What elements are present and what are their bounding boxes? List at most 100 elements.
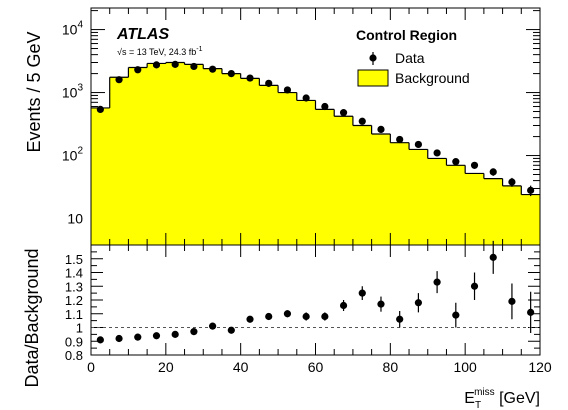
ratio-x-ticks: 0 20 40 60 80 100 120 xyxy=(87,245,552,375)
x-tick-label: 100 xyxy=(453,359,477,375)
data-point xyxy=(171,60,179,68)
ratio-point xyxy=(508,297,516,305)
ratio-point xyxy=(433,278,441,286)
x-tick-label: 20 xyxy=(158,359,174,375)
x-axis-title-base: E xyxy=(464,390,475,407)
x-tick-label: 0 xyxy=(87,359,95,375)
ratio-point xyxy=(283,310,292,318)
ratio-y-ticks: 0.80.911.11.21.31.41.5 xyxy=(65,244,540,363)
ratio-point xyxy=(489,253,497,261)
data-point xyxy=(321,102,329,111)
sqrt-s-label: √s = 13 TeV, 24.3 fb-1 xyxy=(117,46,203,57)
ratio-y-tick-label: 1 xyxy=(76,321,83,336)
upper-y-tick-label-exponent: 2 xyxy=(77,146,83,157)
ratio-point xyxy=(152,332,161,340)
upper-y-tick-label: 104 xyxy=(62,20,84,38)
legend-data-label: Data xyxy=(395,50,425,66)
data-point xyxy=(134,66,142,74)
ratio-point xyxy=(209,322,217,330)
ratio-point xyxy=(190,328,198,336)
data-point xyxy=(246,74,254,82)
ratio-y-tick-label: 1.4 xyxy=(65,266,83,281)
ratio-y-axis-title: Data/Background xyxy=(22,248,42,387)
data-point xyxy=(414,140,422,149)
ratio-points xyxy=(96,240,535,344)
legend-background-label: Background xyxy=(395,70,470,86)
ratio-point xyxy=(414,299,422,307)
upper-y-tick-label: 102 xyxy=(62,146,84,164)
upper-y-axis-title: Events / 5 GeV xyxy=(24,31,44,152)
ratio-point xyxy=(115,334,123,343)
x-axis-title: ETmiss [GeV] xyxy=(464,387,540,410)
x-tick-label: 60 xyxy=(308,359,324,375)
data-point xyxy=(489,168,497,176)
ratio-point xyxy=(134,333,142,341)
ratio-point xyxy=(171,330,179,338)
ratio-y-tick-label: 0.8 xyxy=(65,348,83,363)
ratio-y-tick-label: 1.3 xyxy=(65,279,83,294)
ratio-point xyxy=(377,300,385,308)
ratio-y-tick-label: 0.9 xyxy=(65,334,83,349)
background-fill xyxy=(91,62,540,245)
upper-y-tick-label: 10 xyxy=(67,211,83,227)
data-point xyxy=(96,105,104,114)
upper-y-tick-label-base: 10 xyxy=(62,85,78,101)
x-tick-label: 40 xyxy=(233,359,249,375)
x-axis-title-unit: [GeV] xyxy=(495,390,540,407)
ratio-point xyxy=(527,308,535,316)
data-point xyxy=(470,161,479,169)
upper-y-tick-label-base: 10 xyxy=(62,148,78,164)
data-point xyxy=(190,62,198,71)
data-point xyxy=(452,158,460,166)
data-points-upper xyxy=(96,60,535,197)
ratio-plot-frame-bg xyxy=(91,245,540,355)
data-point xyxy=(358,117,366,125)
x-tick-label: 120 xyxy=(528,359,552,375)
ratio-point xyxy=(302,312,310,321)
x-axis-title-sub: T xyxy=(475,400,481,410)
legend-data-marker xyxy=(369,54,377,62)
legend: Control Region Data Background xyxy=(356,27,470,87)
data-point xyxy=(302,94,310,102)
data-point xyxy=(227,69,235,78)
data-point xyxy=(265,79,273,87)
ratio-point xyxy=(396,315,404,323)
legend-background-swatch xyxy=(357,69,389,87)
data-point xyxy=(377,125,385,134)
data-point xyxy=(508,178,516,186)
sqrt-s-text: √s = 13 TeV, 24.3 fb xyxy=(117,47,196,57)
x-tick-label: 80 xyxy=(383,359,399,375)
ratio-y-tick-label: 1.2 xyxy=(65,293,83,308)
ratio-point xyxy=(96,336,104,344)
data-point xyxy=(152,61,161,69)
ratio-point xyxy=(470,282,479,290)
upper-y-tick-label-base: 10 xyxy=(62,22,78,38)
ratio-plot-frame xyxy=(90,244,541,356)
data-point xyxy=(396,135,404,144)
data-point xyxy=(115,76,123,84)
data-point xyxy=(433,149,441,157)
ratio-point xyxy=(321,312,329,321)
ratio-point xyxy=(246,315,254,323)
upper-y-tick-label: 103 xyxy=(62,83,84,101)
ratio-point xyxy=(358,289,366,297)
sqrt-s-exponent: -1 xyxy=(196,46,202,53)
upper-y-tick-label-exponent: 3 xyxy=(77,83,83,94)
upper-y-tick-label-exponent: 4 xyxy=(77,20,83,31)
ratio-point xyxy=(339,301,348,310)
data-point xyxy=(209,65,217,73)
ratio-point xyxy=(452,311,460,319)
ratio-point xyxy=(265,312,273,321)
data-point xyxy=(527,186,535,194)
data-point xyxy=(339,109,348,117)
ratio-y-tick-label: 1.5 xyxy=(65,252,83,267)
ratio-point xyxy=(227,326,235,334)
x-axis-title-sup: miss xyxy=(474,387,495,398)
atlas-label: ATLAS xyxy=(116,26,169,43)
upper-y-tick-label-base: 10 xyxy=(67,211,83,227)
data-point xyxy=(283,86,292,94)
legend-title: Control Region xyxy=(356,27,457,43)
ratio-panel: 0.80.911.11.21.31.41.5 0 20 40 60 80 100 120 D… xyxy=(22,240,552,410)
